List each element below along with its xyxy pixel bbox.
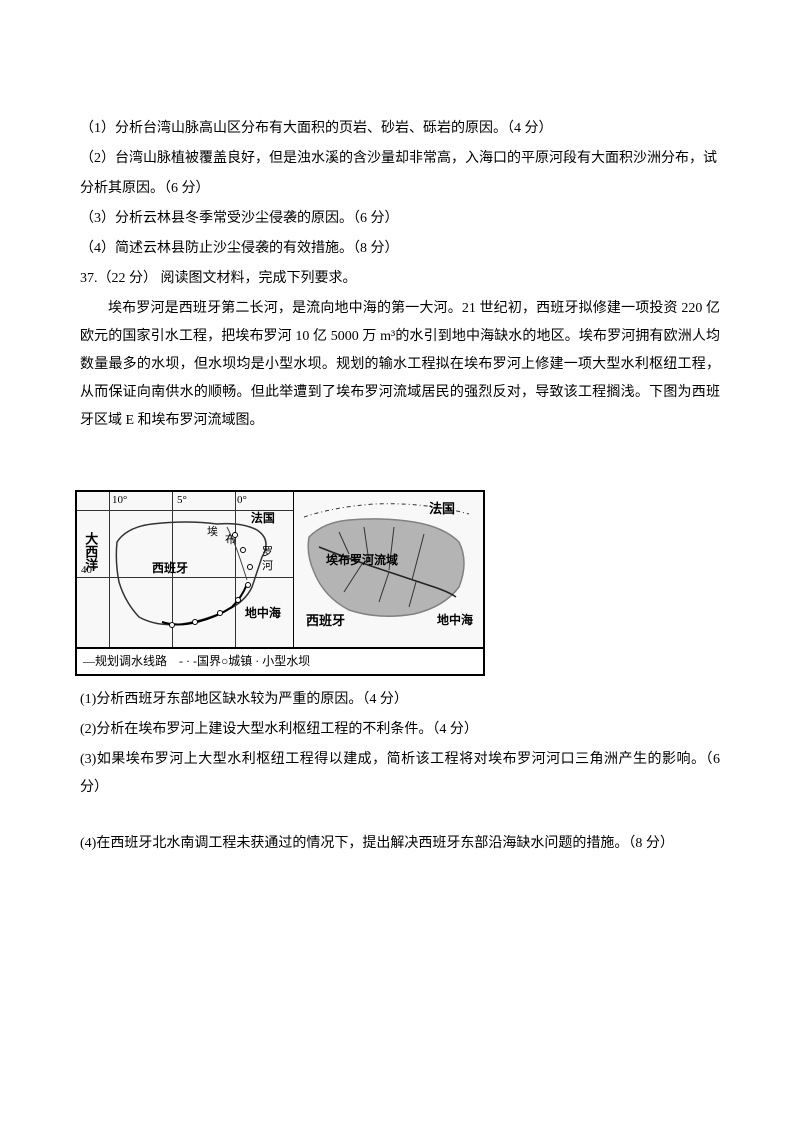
q37-header: 37.（22 分） 阅读图文材料，完成下列要求。 [80, 265, 720, 293]
q37-sub4: (4)在西班牙北水南调工程未获通过的情况下，提出解决西班牙东部沿海缺水问题的措施… [80, 830, 720, 858]
med-label-right: 地中海 [437, 614, 473, 627]
q37-sub3: (3)如果埃布罗河上大型水利枢纽工程得以建成，简析该工程将对埃布罗河河口三角洲产… [80, 746, 720, 802]
map-left-spain: 10° 5° 0° 40° 大西洋 法国 埃 布 罗 河 西班牙 地中海 [77, 492, 294, 647]
q36-part4: （4）简述云林县防止沙尘侵袭的有效措施。（8 分） [80, 235, 720, 263]
spain-label-right: 西班牙 [306, 614, 345, 628]
france-label-left: 法国 [251, 512, 275, 525]
map-figure: 10° 5° 0° 40° 大西洋 法国 埃 布 罗 河 西班牙 地中海 [75, 490, 485, 676]
q36-part2-line2: 分析其原因。（6 分） [80, 175, 720, 203]
map-legend: —规划调水线路 - · -国界○城镇 · 小型水坝 [75, 649, 485, 676]
q36-part2-line1: （2）台湾山脉植被覆盖良好，但是浊水溪的含沙量却非常高，入海口的平原河段有大面积… [80, 145, 720, 173]
med-label-left: 地中海 [245, 607, 281, 620]
ebro-char4: 河 [262, 560, 273, 572]
ebro-char3: 罗 [262, 546, 273, 558]
q37-passage: 埃布罗河是西班牙第二长河，是流向地中海的第一大河。21 世纪初，西班牙拟修建一项… [80, 295, 720, 435]
map-right-basin: 法国 埃布罗河流域 西班牙 地中海 [294, 492, 483, 647]
q36-part1: （1）分析台湾山脉高山区分布有大面积的页岩、砂岩、砾岩的原因。（4 分） [80, 115, 720, 143]
basin-label: 埃布罗河流域 [326, 554, 398, 567]
q37-sub2: (2)分析在埃布罗河上建设大型水利枢纽工程的不利条件。（4 分） [80, 716, 720, 744]
maps-row: 10° 5° 0° 40° 大西洋 法国 埃 布 罗 河 西班牙 地中海 [75, 490, 485, 649]
q37-sub1: (1)分析西班牙东部地区缺水较为严重的原因。（4 分） [80, 686, 720, 714]
france-label-right: 法国 [429, 502, 455, 516]
spain-label-left: 西班牙 [152, 562, 188, 575]
q36-part3: （3）分析云林县冬季常受沙尘侵袭的原因。（6 分） [80, 205, 720, 233]
ebro-char1: 埃 [207, 526, 218, 538]
